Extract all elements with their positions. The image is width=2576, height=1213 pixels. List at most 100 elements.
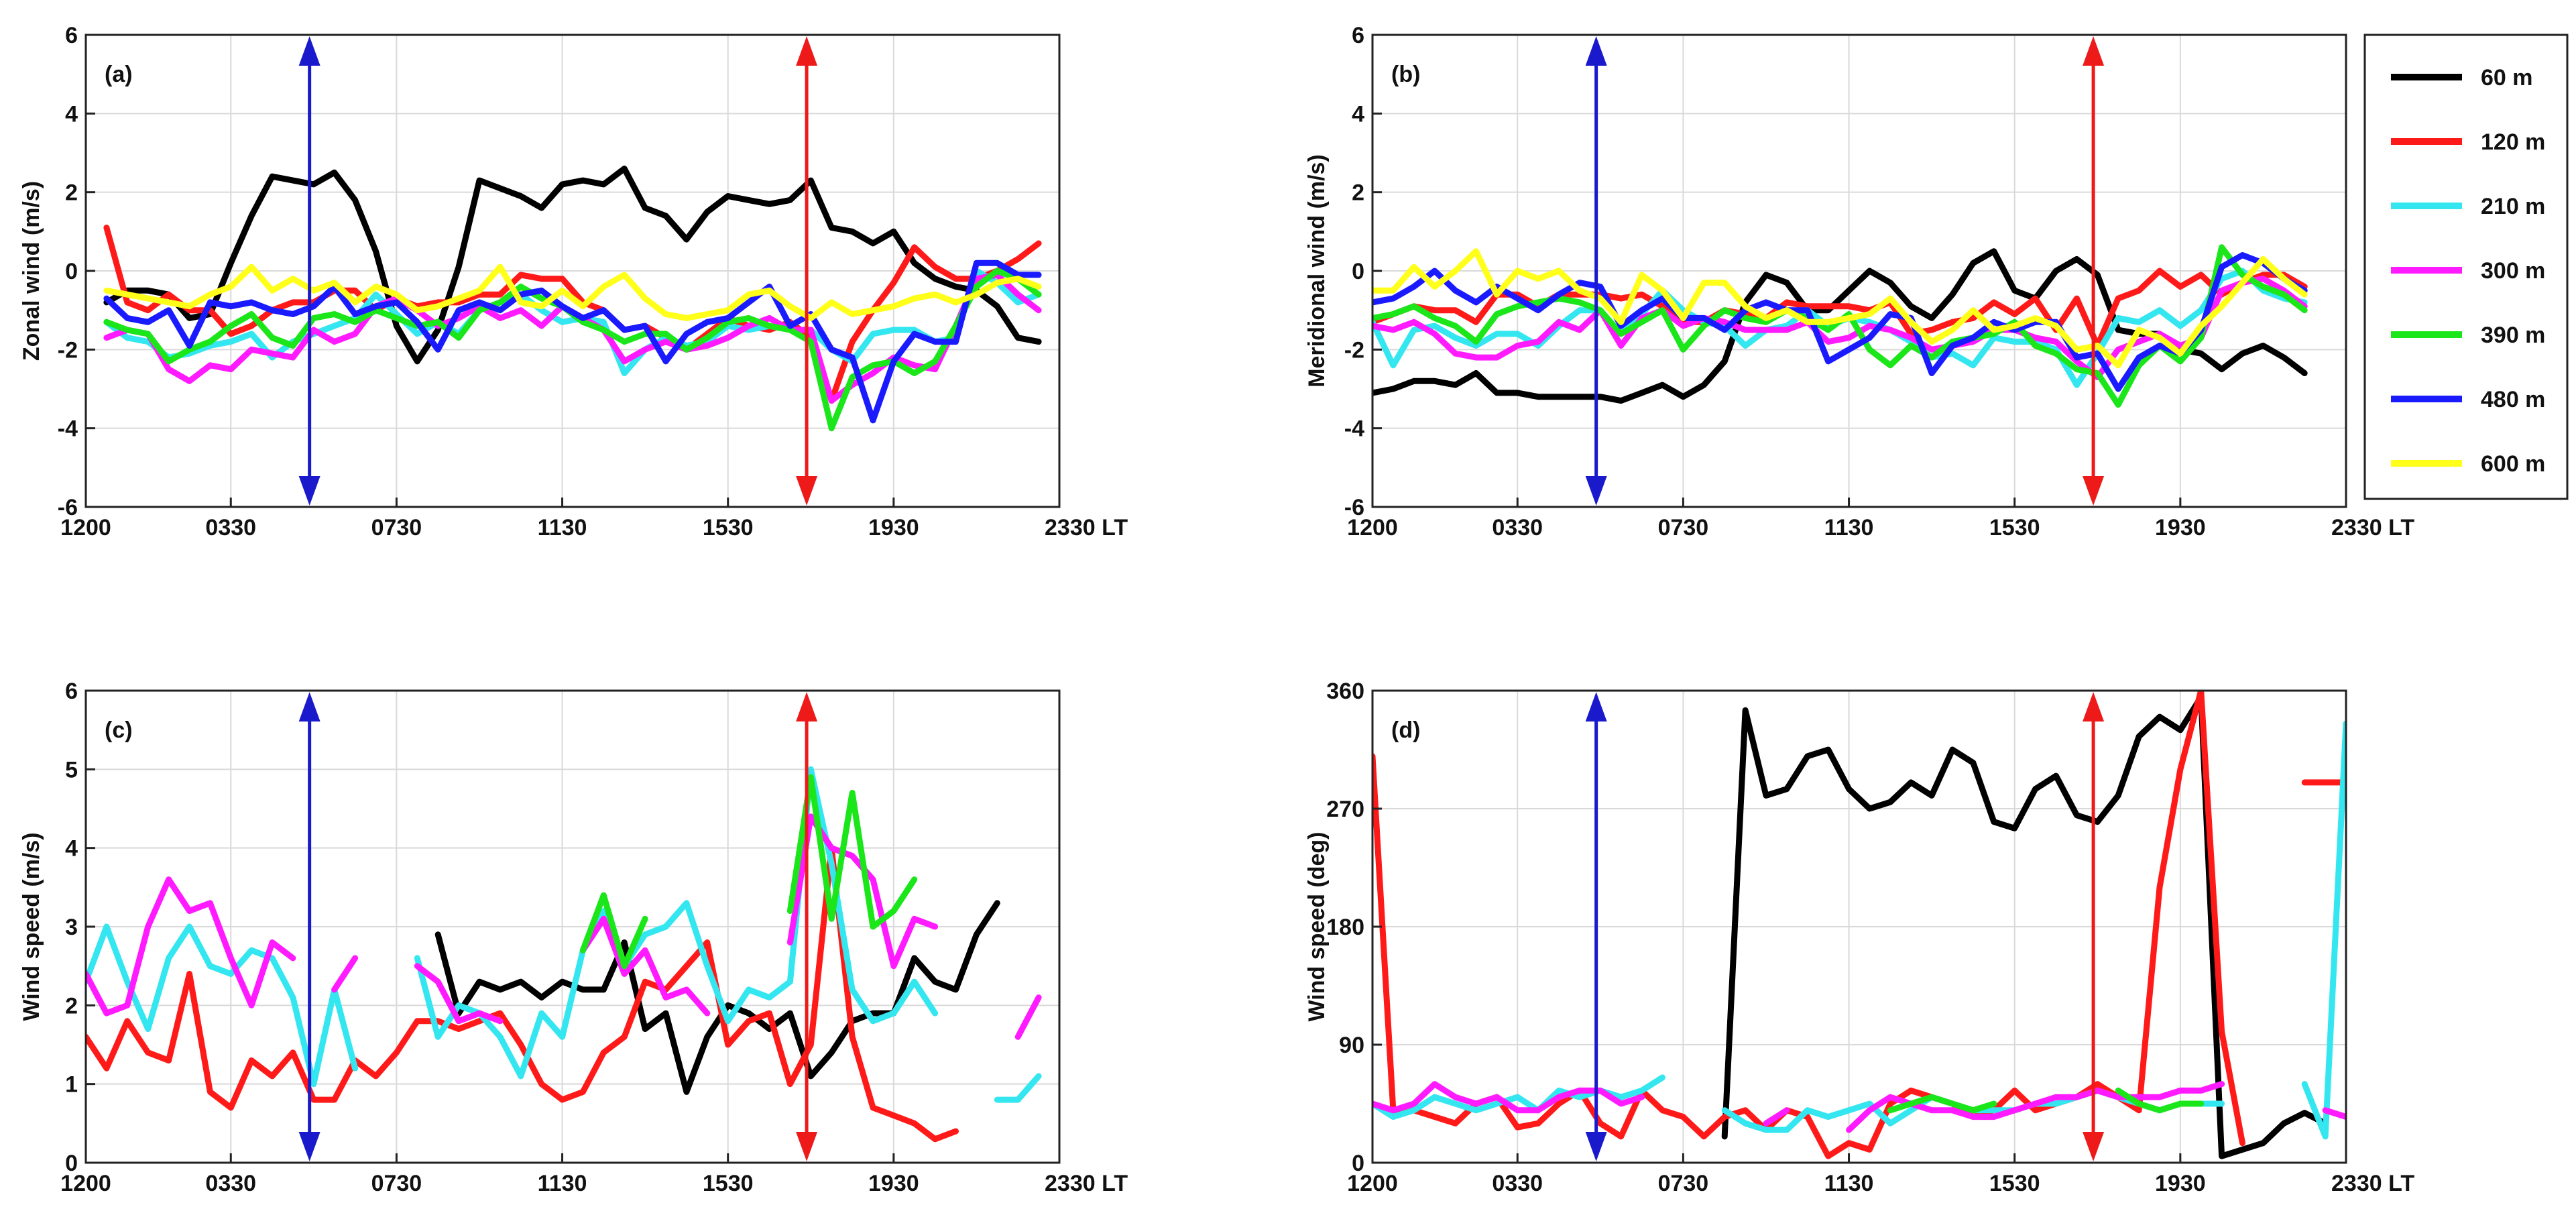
legend-item: 60 m [2391,65,2533,91]
series-line-210m [2301,720,2346,1140]
series-line-210m [994,1073,1042,1103]
legend-label: 60 m [2481,65,2533,91]
series-line-300m [414,963,504,1025]
legend-item: 120 m [2391,129,2545,155]
legend-label: 210 m [2481,194,2545,219]
arrow-head-icon [1585,1132,1607,1161]
y-tick-label: 2 [65,180,78,206]
series-line-390m [1887,1094,1997,1114]
legend-item: 390 m [2391,323,2545,348]
y-tick-label: 3 [65,915,78,940]
arrow-head-icon [2083,1132,2105,1161]
x-tick-label: 1200 [60,1171,111,1196]
panel-label: (b) [1391,62,1420,87]
x-tick-label: 1530 [703,515,754,540]
series-line-300m [1014,994,1042,1040]
legend-item: 300 m [2391,258,2545,284]
x-tick-label: 1930 [868,515,919,540]
series-line-390m [2115,1087,2205,1114]
x-tick-label: 0730 [1658,515,1709,540]
x-tick-label: 2330 LT [1045,1171,1128,1196]
blue-arrow [1585,36,1607,506]
series-line-120m [1372,268,2308,349]
y-tick-label: 0 [65,1151,78,1176]
red-arrow [796,36,818,506]
y-tick-label: 4 [65,101,78,127]
series-line-60m [103,166,1042,365]
y-tick-label: 6 [65,23,78,48]
series-line-120m [1372,691,2245,1159]
red-arrow [2083,36,2105,506]
panel-label: (d) [1391,717,1420,743]
panel-label: (c) [105,717,133,743]
x-tick-label: 1530 [703,1171,754,1196]
x-tick-label: 0330 [1492,515,1543,540]
arrow-head-icon [298,36,320,66]
y-tick-label: 90 [1339,1033,1364,1058]
x-tick-label: 1200 [1347,515,1398,540]
series-line-60m [434,900,1000,1095]
x-tick-label: 1130 [538,515,587,540]
y-axis-label: Zonal wind (m/s) [19,181,44,361]
y-tick-label: -4 [58,416,78,442]
panel-b: 1200 0330 0730 1130 1530 1930 2330 LT -6 -4 -2 0 2 4… [1304,23,2414,540]
series-line-300m [1372,276,2308,380]
legend-label: 120 m [2481,129,2545,155]
y-tick-label: 270 [1326,797,1364,822]
y-tick-label: 1 [65,1072,78,1098]
legend-item: 210 m [2391,194,2545,219]
arrow-head-icon [796,1132,818,1161]
series-line-300m [331,955,359,993]
arrow-head-icon [796,36,818,66]
arrow-head-icon [1585,692,1607,721]
legend-label: 600 m [2481,451,2545,477]
y-tick-label: -4 [1344,416,1364,442]
y-tick-label: -2 [58,337,78,363]
x-tick-label: 1930 [2155,1171,2206,1196]
arrow-head-icon [2083,36,2105,66]
y-tick-label: 0 [1352,1151,1364,1176]
y-tick-label: 5 [65,757,78,783]
y-tick-label: 360 [1326,679,1364,704]
arrow-head-icon [1585,36,1607,66]
x-tick-label: 1930 [2155,515,2206,540]
y-tick-label: 6 [1352,23,1364,48]
x-tick-label: 0330 [205,515,256,540]
series-line-210m [414,766,939,1080]
series-line-120m [86,845,959,1143]
y-axis-label: Meridional wind (m/s) [1304,154,1330,388]
legend-label: 480 m [2481,387,2545,412]
y-tick-label: 6 [65,679,78,704]
series-line-480m [103,259,1042,424]
y-axis-label: Wind speed (m/s) [19,832,44,1021]
x-tick-label: 0730 [371,1171,422,1196]
arrow-head-icon [298,476,320,506]
red-arrow [2083,692,2105,1161]
series-line-120m [103,225,1042,404]
y-tick-label: 2 [65,993,78,1019]
legend-label: 390 m [2481,323,2545,348]
y-tick-label: 0 [65,259,78,284]
series-line-390m [579,892,648,970]
series-line-390m [786,774,918,930]
x-tick-label: 1930 [868,1171,919,1196]
y-tick-label: 4 [1352,101,1364,127]
y-tick-label: -6 [1344,495,1364,520]
x-tick-label: 0330 [1492,1171,1543,1196]
arrow-head-icon [298,692,320,721]
series-line-300m [86,876,296,1017]
y-tick-label: -6 [58,495,78,520]
x-tick-label: 2330 LT [2331,1171,2414,1196]
y-tick-label: -2 [1344,337,1364,363]
blue-arrow [298,36,320,506]
series-line-300m [1763,1107,1790,1127]
legend: 60 m 120 m 210 m 300 m 390 m 480 m 600 m [2363,34,2569,500]
x-tick-label: 0730 [371,515,422,540]
red-arrow [796,692,818,1161]
x-tick-label: 1530 [1989,1171,2040,1196]
x-tick-label: 1130 [1824,515,1874,540]
x-tick-label: 2330 LT [1045,515,1128,540]
series-line-60m [1721,694,2329,1159]
series-line-300m [579,915,711,1017]
